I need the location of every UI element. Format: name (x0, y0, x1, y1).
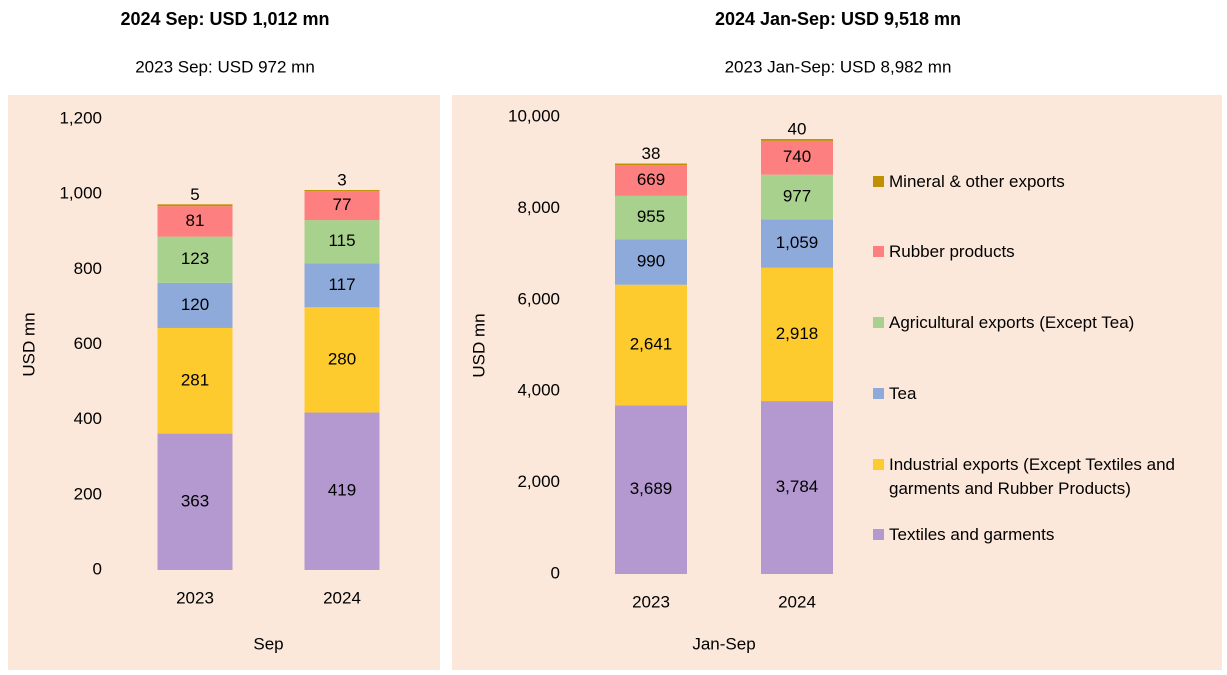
y-tick-label: 0 (551, 563, 560, 582)
bar-segment (304, 412, 380, 570)
y-tick-label: 800 (74, 259, 102, 278)
bar-segment (615, 405, 687, 574)
bar-segment (157, 206, 233, 237)
bar-segment (615, 195, 687, 240)
data-label: 669 (637, 170, 665, 189)
data-label: 281 (181, 370, 209, 389)
data-label: 2,641 (630, 335, 673, 354)
x-tick-label: 2024 (778, 592, 816, 611)
bar-segment (761, 267, 833, 402)
data-label: 977 (783, 186, 811, 205)
data-label: 81 (186, 211, 205, 230)
bar-segment (615, 239, 687, 285)
data-label: 3,784 (776, 477, 819, 496)
y-tick-label: 10,000 (508, 106, 560, 125)
y-tick-label: 6,000 (517, 289, 560, 308)
y-tick-label: 400 (74, 409, 102, 428)
legend-label: Mineral & other exports (889, 172, 1065, 191)
data-label: 77 (333, 195, 352, 214)
chart-subtitle: 2023 Sep: USD 972 mn (135, 57, 315, 76)
data-label: 3 (337, 171, 346, 190)
bar-segment (761, 219, 833, 268)
y-tick-label: 600 (74, 334, 102, 353)
y-axis-label: USD mn (19, 312, 38, 376)
legend-swatch (873, 176, 884, 187)
data-label: 123 (181, 249, 209, 268)
legend-swatch (873, 317, 884, 328)
bar-segment (761, 174, 833, 220)
data-label: 40 (788, 120, 807, 139)
legend-swatch (873, 529, 884, 540)
bar-segment (304, 263, 380, 308)
y-tick-label: 200 (74, 484, 102, 503)
y-tick-label: 1,200 (59, 108, 102, 127)
bar-segment (615, 284, 687, 406)
y-tick-label: 8,000 (517, 198, 560, 217)
bar-segment (304, 220, 380, 264)
bar-segment (304, 191, 380, 221)
bar-segment (157, 282, 233, 328)
legend-label: Rubber products (889, 242, 1015, 261)
bar-segment (157, 327, 233, 434)
y-axis-label: USD mn (469, 313, 488, 377)
data-label: 117 (328, 275, 355, 294)
bar-segment (615, 165, 687, 196)
data-label: 38 (642, 144, 661, 163)
data-label: 280 (328, 349, 356, 368)
data-label: 3,689 (630, 479, 673, 498)
data-label: 363 (181, 491, 209, 510)
panel-right (452, 95, 1222, 670)
data-label: 740 (783, 147, 811, 166)
bar-segment (157, 204, 233, 207)
data-label: 120 (181, 295, 209, 314)
legend-label: Agricultural exports (Except Tea) (889, 313, 1135, 332)
bar-segment (761, 139, 833, 141)
x-tick-label: 2023 (176, 588, 214, 607)
chart-title: 2024 Sep: USD 1,012 mn (120, 9, 329, 29)
data-label: 2,918 (776, 324, 819, 343)
bar-segment (157, 433, 233, 570)
bar-segment (304, 190, 380, 192)
x-tick-label: 2023 (632, 592, 670, 611)
data-label: 419 (328, 481, 356, 500)
data-label: 955 (637, 207, 665, 226)
data-label: 115 (328, 231, 355, 250)
legend-swatch (873, 388, 884, 399)
x-axis-label: Jan-Sep (692, 634, 755, 653)
y-tick-label: 0 (93, 559, 102, 578)
bar-segment (761, 401, 833, 574)
chart-subtitle: 2023 Jan-Sep: USD 8,982 mn (725, 57, 952, 76)
y-tick-label: 2,000 (517, 472, 560, 491)
x-tick-label: 2024 (323, 588, 361, 607)
data-label: 1,059 (776, 233, 819, 252)
y-tick-label: 1,000 (59, 184, 102, 203)
legend-swatch (873, 246, 884, 257)
legend-swatch (873, 459, 884, 470)
bar-segment (304, 307, 380, 413)
legend-label: Tea (889, 384, 917, 403)
x-axis-label: Sep (253, 634, 283, 653)
data-label: 5 (190, 185, 199, 204)
data-label: 990 (637, 252, 665, 271)
bar-segment (157, 236, 233, 283)
chart-title: 2024 Jan-Sep: USD 9,518 mn (715, 9, 961, 29)
legend-label: Textiles and garments (889, 525, 1055, 544)
bar-segment (761, 140, 833, 175)
legend-label: Industrial exports (Except Textiles and … (889, 455, 1175, 498)
y-tick-label: 4,000 (517, 381, 560, 400)
bar-segment (615, 163, 687, 166)
